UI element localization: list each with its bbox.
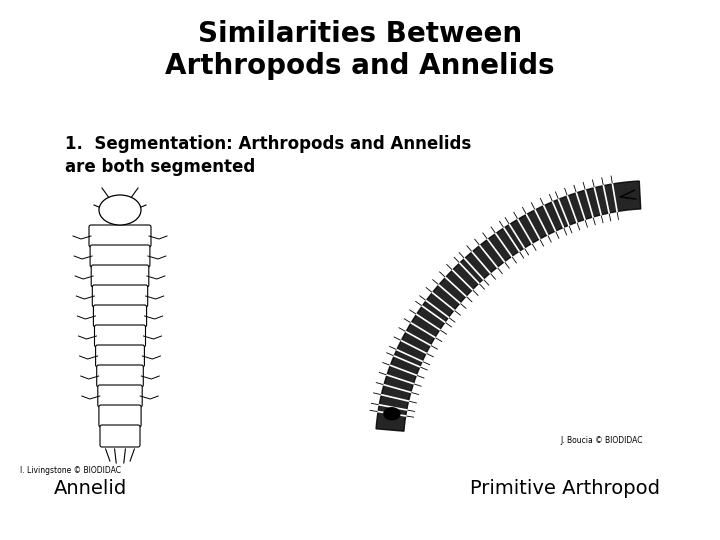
FancyBboxPatch shape: [96, 345, 145, 367]
FancyBboxPatch shape: [90, 245, 150, 267]
FancyBboxPatch shape: [96, 365, 143, 387]
FancyBboxPatch shape: [92, 285, 148, 307]
Text: are both segmented: are both segmented: [65, 158, 256, 176]
Text: J. Boucia © BIODIDAC: J. Boucia © BIODIDAC: [560, 436, 642, 445]
FancyBboxPatch shape: [91, 265, 149, 287]
Text: Primitive Arthropod: Primitive Arthropod: [470, 479, 660, 498]
Text: Annelid: Annelid: [53, 479, 127, 498]
FancyBboxPatch shape: [98, 385, 142, 407]
FancyBboxPatch shape: [94, 305, 147, 327]
Text: Similarities Between
Arthropods and Annelids: Similarities Between Arthropods and Anne…: [165, 20, 555, 80]
Text: 1.  Segmentation: Arthropods and Annelids: 1. Segmentation: Arthropods and Annelids: [65, 135, 472, 153]
FancyBboxPatch shape: [94, 325, 145, 347]
Text: I. Livingstone © BIODIDAC: I. Livingstone © BIODIDAC: [20, 466, 121, 475]
FancyBboxPatch shape: [99, 405, 141, 427]
Ellipse shape: [384, 408, 400, 420]
FancyBboxPatch shape: [100, 425, 140, 447]
Polygon shape: [376, 181, 641, 431]
Ellipse shape: [99, 195, 141, 225]
FancyBboxPatch shape: [89, 225, 151, 247]
